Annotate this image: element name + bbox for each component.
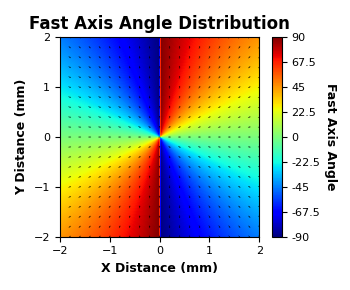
Title: Fast Axis Angle Distribution: Fast Axis Angle Distribution — [29, 15, 290, 33]
Y-axis label: Y Distance (mm): Y Distance (mm) — [15, 79, 28, 195]
X-axis label: X Distance (mm): X Distance (mm) — [101, 262, 218, 275]
Y-axis label: Fast Axis Angle: Fast Axis Angle — [324, 83, 337, 191]
